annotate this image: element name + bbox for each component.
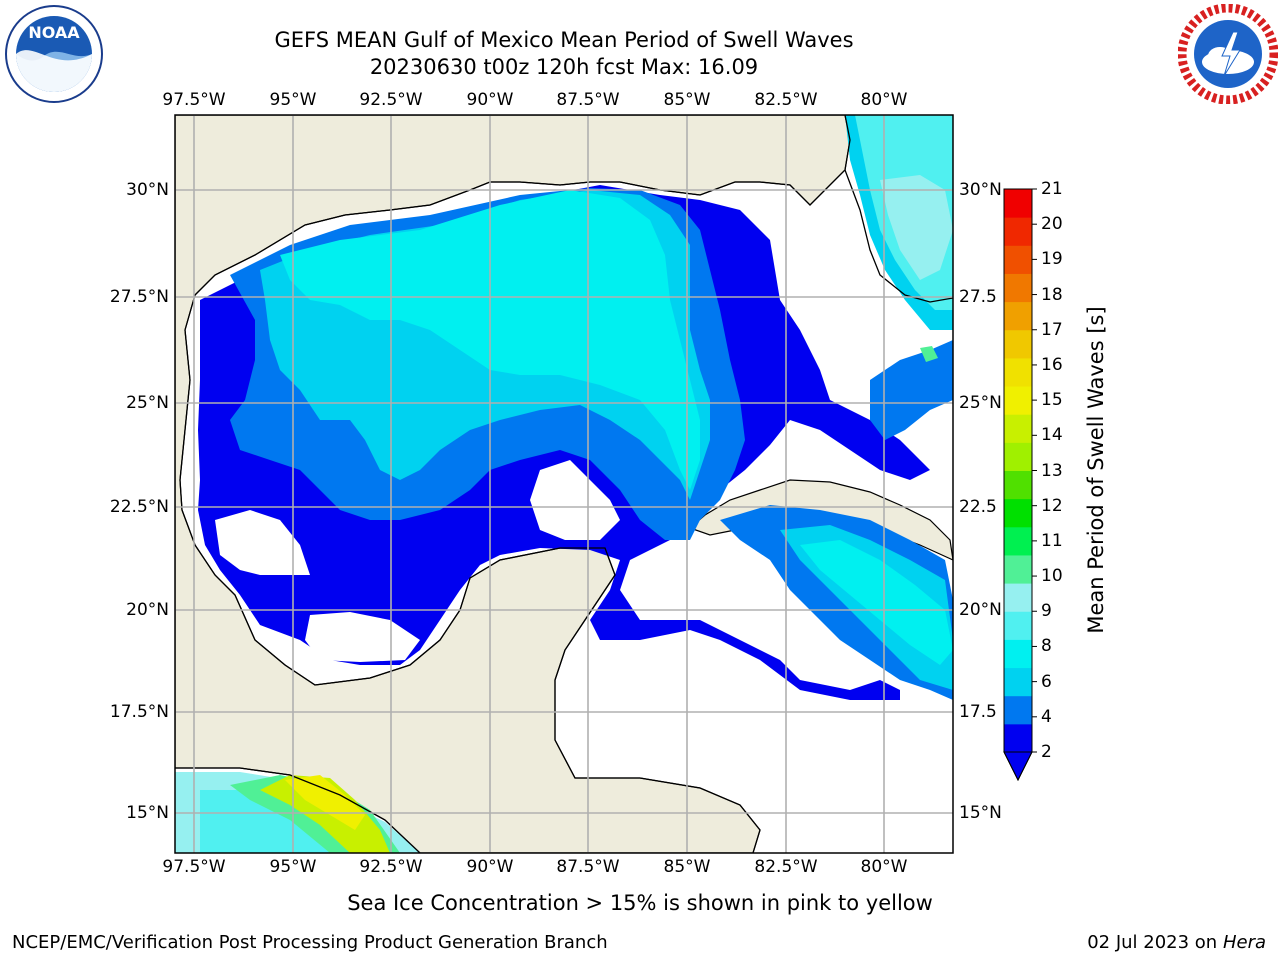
noaa-logo: NOAA [5, 5, 103, 103]
lon-label-top: 97.5°W [162, 90, 226, 110]
sea-ice-caption: Sea Ice Concentration > 15% is shown in … [347, 891, 933, 915]
swell-band-8-se [800, 540, 953, 665]
colorbar-swatch [1004, 386, 1032, 415]
colorbar [1003, 188, 1037, 782]
lon-label-top: 85°W [663, 90, 711, 110]
lat-label-left: 20°N [126, 600, 169, 620]
colorbar-tick-label: 20 [1041, 214, 1063, 235]
lat-label-right: 25°N [959, 393, 1002, 413]
lon-label-top: 90°W [466, 90, 514, 110]
lon-label-bottom: 87.5°W [556, 857, 620, 877]
lon-label-top: 80°W [860, 90, 908, 110]
colorbar-tick-label: 14 [1041, 425, 1063, 446]
footer-host: Hera [1222, 932, 1266, 953]
lon-label-bottom: 97.5°W [162, 857, 226, 877]
swell-gap-west [215, 510, 310, 575]
colorbar-swatch [1004, 442, 1032, 471]
lon-label-bottom: 82.5°W [754, 857, 818, 877]
lat-label-right: 22.5 [959, 497, 997, 517]
lon-label-bottom: 95°W [269, 857, 317, 877]
colorbar-tick-label: 13 [1041, 460, 1063, 481]
colorbar-tick-label: 9 [1041, 601, 1052, 622]
lon-label-top: 92.5°W [359, 90, 423, 110]
colorbar-swatch [1004, 639, 1032, 669]
lon-label-top: 82.5°W [754, 90, 818, 110]
colorbar-tick-label: 10 [1041, 566, 1063, 587]
lon-label-bottom: 92.5°W [359, 857, 423, 877]
lon-label-top: 87.5°W [556, 90, 620, 110]
colorbar-tick-label: 2 [1041, 742, 1052, 762]
colorbar-title: Mean Period of Swell Waves [s] [1084, 306, 1108, 634]
map-subtitle: 20230630 t00z 120h fcst Max: 16.09 [369, 55, 759, 79]
colorbar-frame [1003, 188, 1033, 782]
colorbar-tick-label: 4 [1041, 706, 1052, 727]
lat-label-left: 25°N [126, 393, 169, 413]
swell-band-9-atlantic [880, 175, 953, 280]
colorbar-swatch [1004, 189, 1032, 218]
colorbar-tick-label: 17 [1041, 319, 1063, 340]
lat-label-left: 22.5°N [109, 497, 169, 517]
colorbar-tick-label: 12 [1041, 495, 1063, 516]
lon-label-bottom: 85°W [663, 857, 711, 877]
colorbar-tick-label: 19 [1041, 249, 1063, 270]
lat-label-right: 20°N [959, 600, 1002, 620]
lat-label-left: 15°N [126, 803, 169, 823]
colorbar-swatch [1004, 470, 1032, 500]
lon-label-bottom: 80°W [860, 857, 908, 877]
colorbar-swatch [1004, 245, 1032, 274]
colorbar-swatch [1004, 414, 1032, 443]
lat-label-right: 27.5 [959, 287, 997, 307]
map-title: GEFS MEAN Gulf of Mexico Mean Period of … [274, 28, 854, 52]
colorbar-swatch [1004, 695, 1032, 725]
lat-label-right: 30°N [959, 180, 1002, 200]
nws-logo [1178, 4, 1278, 104]
colorbar-tick-label: 21 [1041, 179, 1063, 199]
lon-label-bottom: 90°W [466, 857, 514, 877]
colorbar-swatch [1004, 301, 1032, 331]
lat-label-left: 17.5°N [109, 702, 169, 722]
map-frame [174, 114, 954, 854]
colorbar-tick-label: 6 [1041, 671, 1052, 692]
colorbar-swatch [1004, 498, 1032, 528]
colorbar-swatch [1004, 329, 1032, 359]
footer-credit: NCEP/EMC/Verification Post Processing Pr… [12, 932, 608, 953]
colorbar-tick-label: 16 [1041, 354, 1063, 375]
pacific-swell-yellow [285, 775, 365, 830]
lat-label-left: 30°N [126, 180, 169, 200]
swell-gap-central [530, 460, 620, 540]
footer-date: 02 Jul 2023 on Hera [1087, 932, 1266, 953]
swell-field [175, 115, 953, 853]
coastline [179, 115, 851, 853]
colorbar-swatch [1004, 667, 1032, 697]
lat-label-left: 27.5°N [109, 287, 169, 307]
footer-date-text: 02 Jul 2023 on [1087, 932, 1223, 953]
colorbar-swatch [1004, 723, 1032, 753]
colorbar-swatch [1004, 583, 1032, 612]
coastline-florida [844, 169, 953, 303]
colorbar-tick-label: 15 [1041, 390, 1063, 411]
swell-band-10-bahamas [920, 346, 938, 362]
lat-label-right: 17.5 [959, 702, 997, 722]
colorbar-swatch [1004, 526, 1032, 556]
swell-band-4-6-florida [870, 340, 953, 440]
lon-label-top: 95°W [269, 90, 317, 110]
colorbar-tick-label: 11 [1041, 530, 1063, 551]
colorbar-swatch [1004, 611, 1032, 640]
colorbar-tick-label: 8 [1041, 636, 1052, 657]
lat-label-right: 15°N [959, 803, 1002, 823]
noaa-logo-text: NOAA [28, 23, 80, 42]
graticule [175, 115, 953, 853]
colorbar-swatch [1004, 554, 1032, 584]
colorbar-extend-arrow [1003, 751, 1033, 782]
colorbar-tick-label: 18 [1041, 284, 1063, 305]
colorbar-swatch [1004, 273, 1032, 303]
colorbar-swatch [1004, 217, 1032, 246]
colorbar-swatch [1004, 357, 1032, 387]
